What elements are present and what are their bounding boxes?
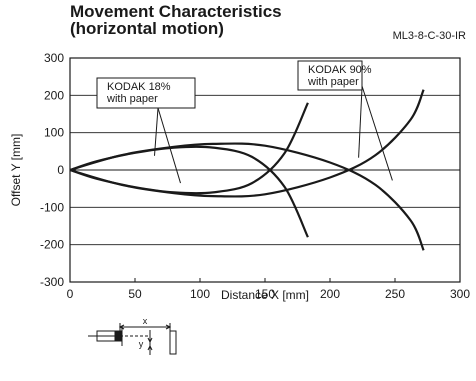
x-tick-label: 300 xyxy=(450,287,470,301)
diagram-x-label: x xyxy=(143,316,148,326)
y-tick-label: -100 xyxy=(40,200,64,214)
chart-title: Movement Characteristics (horizontal mot… xyxy=(70,3,282,37)
y-tick-label: -200 xyxy=(40,238,64,252)
curves xyxy=(69,89,425,251)
chart-title-main: Movement Characteristics xyxy=(70,2,282,21)
annotation-leader-line xyxy=(358,87,363,158)
series-1-branch-1 xyxy=(69,142,425,251)
annotation-text: KODAK 18% xyxy=(107,81,171,93)
y-tick-label: 0 xyxy=(57,163,64,177)
y-dimension-arrowheads xyxy=(147,337,153,351)
y-tick-label: 200 xyxy=(44,88,64,102)
y-tick-label: 100 xyxy=(44,126,64,140)
x-axis-label: Distance X [mm] xyxy=(221,288,309,302)
annotation-box xyxy=(96,77,196,109)
y-axis-label: Offset Y [mm] xyxy=(9,134,23,207)
annotation-text: KODAK 90% xyxy=(308,64,372,76)
annotation-text: with paper xyxy=(106,93,158,105)
target-plate xyxy=(169,330,177,355)
x-tick-label: 200 xyxy=(320,287,340,301)
annotation-leader-line xyxy=(157,107,181,184)
model-code: ML3-8-C-30-IR xyxy=(392,30,466,42)
y-tick-label: 300 xyxy=(44,51,64,65)
annotation-leader-line xyxy=(361,85,393,181)
y-tick-label: -300 xyxy=(40,275,64,289)
annotation-box xyxy=(297,60,363,91)
x-tick-label: 100 xyxy=(190,287,210,301)
x-tick-label: 150 xyxy=(255,287,275,301)
chart-subtitle: (horizontal motion) xyxy=(70,19,224,38)
motion-diagram xyxy=(88,323,177,355)
series-1-branch-0 xyxy=(69,89,425,198)
x-tick-label: 0 xyxy=(67,287,74,301)
x-tick-label: 50 xyxy=(128,287,142,301)
diagram-y-label: y xyxy=(139,339,144,349)
x-tick-label: 250 xyxy=(385,287,405,301)
x-dimension-arrowheads xyxy=(118,324,172,330)
annotation-text: with paper xyxy=(307,76,359,88)
annotation-leader-line xyxy=(154,107,159,156)
annotation-leaders xyxy=(154,85,393,184)
